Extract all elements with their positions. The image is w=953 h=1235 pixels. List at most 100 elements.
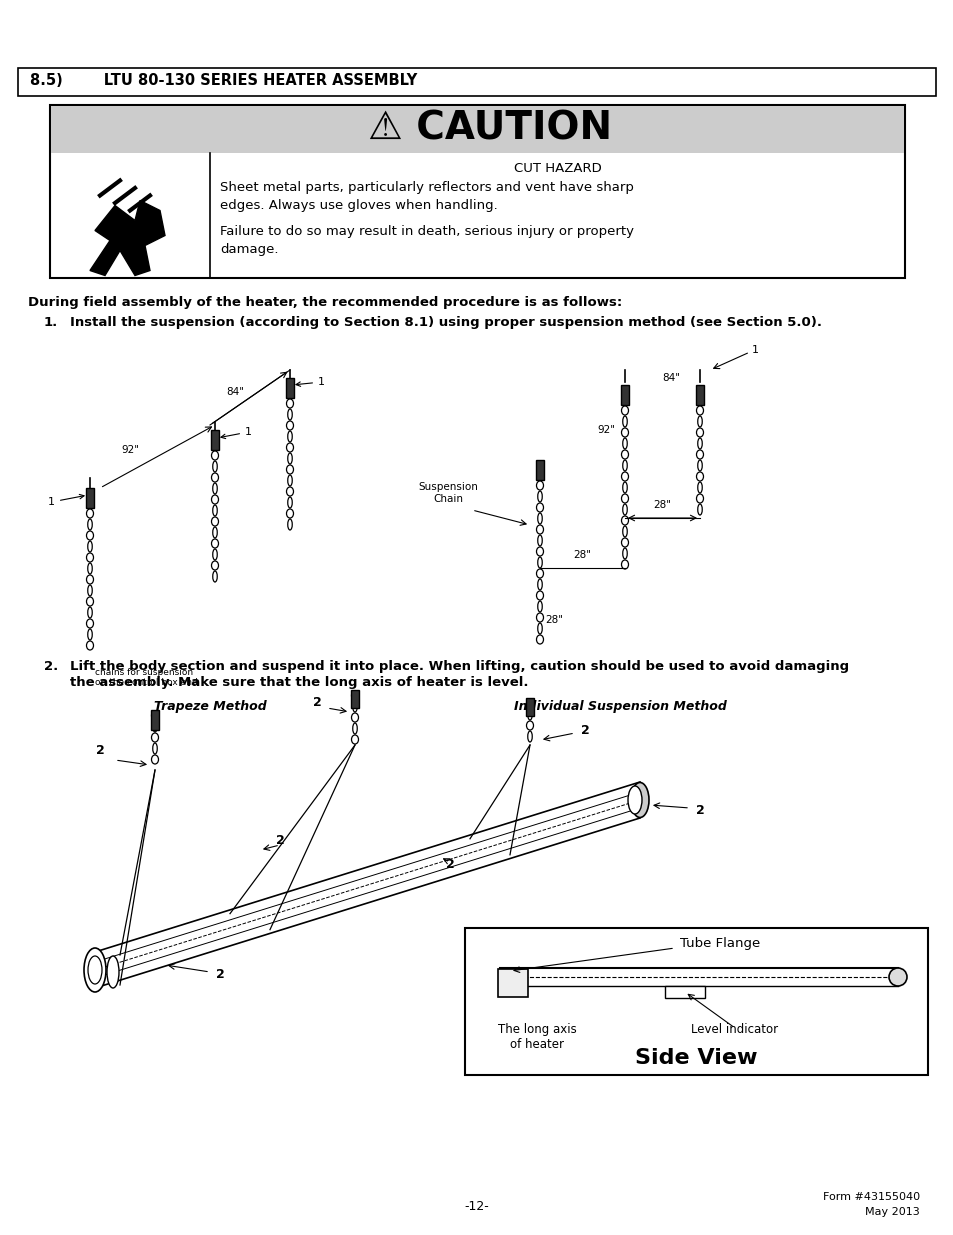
Bar	[696, 385, 703, 405]
Text: Individual Suspension Method: Individual Suspension Method	[513, 700, 725, 713]
Ellipse shape	[697, 459, 701, 471]
Text: 28": 28"	[544, 615, 562, 625]
Text: 2: 2	[275, 834, 284, 846]
Ellipse shape	[536, 569, 543, 578]
Ellipse shape	[622, 438, 626, 450]
Ellipse shape	[212, 517, 218, 526]
Ellipse shape	[288, 431, 292, 442]
Text: Form #43155040: Form #43155040	[822, 1192, 919, 1202]
Ellipse shape	[88, 629, 92, 640]
Ellipse shape	[537, 557, 541, 568]
Text: 2: 2	[313, 695, 321, 709]
Ellipse shape	[353, 701, 356, 713]
Text: 84": 84"	[661, 373, 679, 383]
Ellipse shape	[537, 513, 541, 524]
Ellipse shape	[87, 553, 93, 562]
Text: Failure to do so may result in death, serious injury or property
damage.: Failure to do so may result in death, se…	[220, 225, 634, 256]
Ellipse shape	[212, 451, 218, 459]
Ellipse shape	[288, 409, 292, 420]
Bar	[86, 488, 94, 508]
Ellipse shape	[536, 547, 543, 556]
Ellipse shape	[527, 731, 532, 742]
Text: 2: 2	[95, 743, 104, 757]
Text: 1: 1	[48, 494, 84, 508]
Text: 28": 28"	[653, 500, 671, 510]
Ellipse shape	[622, 482, 626, 493]
Ellipse shape	[620, 494, 628, 503]
Text: Tube Flange: Tube Flange	[679, 936, 760, 950]
Polygon shape	[90, 200, 165, 275]
Ellipse shape	[87, 531, 93, 540]
Ellipse shape	[697, 416, 701, 427]
Text: Sheet metal parts, particularly reflectors and vent have sharp
edges. Always use: Sheet metal parts, particularly reflecto…	[220, 182, 633, 212]
Ellipse shape	[527, 709, 532, 720]
Ellipse shape	[286, 487, 294, 496]
Ellipse shape	[212, 561, 218, 571]
Bar	[286, 378, 294, 398]
Text: 28": 28"	[573, 550, 591, 559]
Ellipse shape	[286, 399, 294, 408]
Text: 2: 2	[445, 858, 454, 872]
Ellipse shape	[288, 453, 292, 464]
Ellipse shape	[87, 597, 93, 606]
Ellipse shape	[88, 956, 102, 984]
Ellipse shape	[286, 443, 294, 452]
Text: 2: 2	[215, 968, 224, 982]
Ellipse shape	[696, 494, 702, 503]
Ellipse shape	[288, 496, 292, 508]
Ellipse shape	[536, 635, 543, 643]
Text: 1: 1	[221, 427, 252, 438]
Ellipse shape	[351, 713, 358, 722]
Text: 92": 92"	[597, 425, 615, 435]
Ellipse shape	[536, 525, 543, 534]
Ellipse shape	[212, 538, 218, 548]
Ellipse shape	[286, 466, 294, 474]
Ellipse shape	[213, 483, 217, 494]
Ellipse shape	[286, 509, 294, 517]
Ellipse shape	[622, 526, 626, 537]
Text: the assembly. Make sure that the long axis of heater is level.: the assembly. Make sure that the long ax…	[70, 676, 528, 689]
Text: Level indicator: Level indicator	[691, 1023, 778, 1036]
Ellipse shape	[84, 948, 106, 992]
Ellipse shape	[620, 429, 628, 437]
Ellipse shape	[696, 406, 702, 415]
Ellipse shape	[620, 559, 628, 569]
Ellipse shape	[537, 535, 541, 546]
Ellipse shape	[536, 592, 543, 600]
Ellipse shape	[697, 482, 701, 493]
Ellipse shape	[696, 450, 702, 459]
Ellipse shape	[536, 480, 543, 490]
Ellipse shape	[88, 585, 92, 597]
Ellipse shape	[152, 755, 158, 764]
Ellipse shape	[536, 613, 543, 622]
Bar	[497, 969, 527, 997]
Ellipse shape	[107, 956, 119, 988]
Text: 8.5)        LTU 80-130 SERIES HEATER ASSEMBLY: 8.5) LTU 80-130 SERIES HEATER ASSEMBLY	[30, 73, 416, 88]
Ellipse shape	[152, 734, 158, 742]
Ellipse shape	[536, 503, 543, 513]
Text: 1.: 1.	[44, 316, 58, 329]
Text: ⚠ CAUTION: ⚠ CAUTION	[341, 110, 612, 148]
Text: Lift the body section and suspend it into place. When lifting, caution should be: Lift the body section and suspend it int…	[70, 659, 848, 673]
Text: CUT HAZARD: CUT HAZARD	[513, 162, 600, 174]
Text: 2: 2	[695, 804, 703, 816]
Ellipse shape	[888, 968, 906, 986]
Ellipse shape	[627, 785, 641, 814]
Text: May 2013: May 2013	[864, 1207, 919, 1216]
Bar	[536, 459, 543, 480]
Ellipse shape	[697, 504, 701, 515]
Ellipse shape	[537, 601, 541, 613]
Text: 1: 1	[751, 345, 759, 354]
Bar	[620, 385, 628, 405]
Ellipse shape	[622, 548, 626, 559]
Text: 2: 2	[580, 724, 589, 736]
Ellipse shape	[152, 721, 157, 732]
Ellipse shape	[87, 509, 93, 517]
Ellipse shape	[212, 495, 218, 504]
Text: 2.: 2.	[44, 659, 58, 673]
Ellipse shape	[537, 622, 541, 634]
Bar	[351, 690, 358, 708]
Text: During field assembly of the heater, the recommended procedure is as follows:: During field assembly of the heater, the…	[28, 296, 621, 309]
Ellipse shape	[622, 459, 626, 471]
Ellipse shape	[620, 406, 628, 415]
